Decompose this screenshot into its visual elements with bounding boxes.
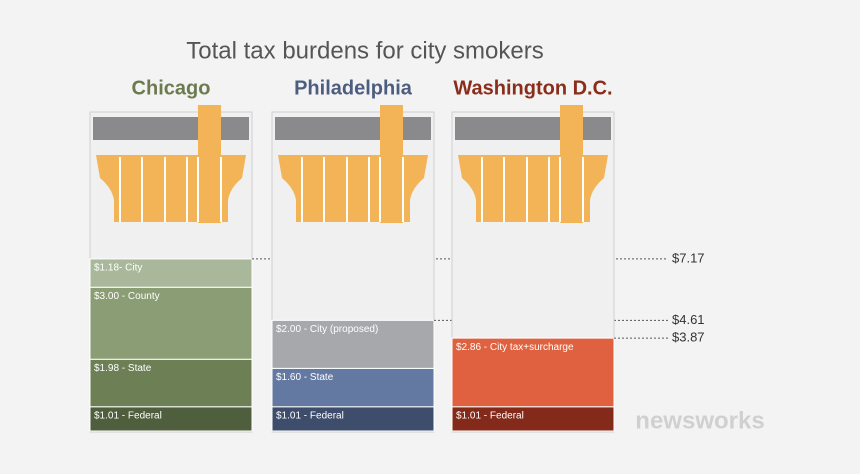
pack-lid [455,117,611,140]
bar-segment [89,406,253,432]
bar-segment [89,286,253,360]
cigarettes [278,155,428,222]
bar-segment [89,358,253,408]
cigarettes [458,155,608,222]
segment-label: $3.00 - County [94,291,160,302]
chart-title: Total tax burdens for city smokers [186,37,543,64]
segment-label: $2.86 - City tax+surcharge [456,342,574,353]
bar-segment [89,258,253,288]
bar-segment [271,367,435,408]
stack-name: Washington D.C. [453,77,612,99]
total-label: $3.87 [672,330,705,345]
pack-lid [275,117,431,140]
segment-label: $1.60 - State [276,372,334,383]
segment-label: $1.18- City [94,263,142,274]
total-label: $4.61 [672,312,705,327]
segment-label: $2.00 - City (proposed) [276,324,378,335]
segment-label: $1.01 - Federal [94,410,162,421]
segment-label: $1.01 - Federal [456,410,524,421]
segment-label: $1.98 - State [94,363,152,374]
bar-segment [271,319,435,369]
cigarettes [96,155,246,222]
segment-label: $1.01 - Federal [276,410,344,421]
bar-segment [271,406,435,432]
stack-name: Chicago [132,77,211,99]
pack-lid [93,117,249,140]
bar-segment [451,406,615,432]
bar-segment [451,337,615,408]
total-label: $7.17 [672,250,705,265]
stack-name: Philadelphia [294,77,413,99]
watermark: newsworks [635,407,764,434]
